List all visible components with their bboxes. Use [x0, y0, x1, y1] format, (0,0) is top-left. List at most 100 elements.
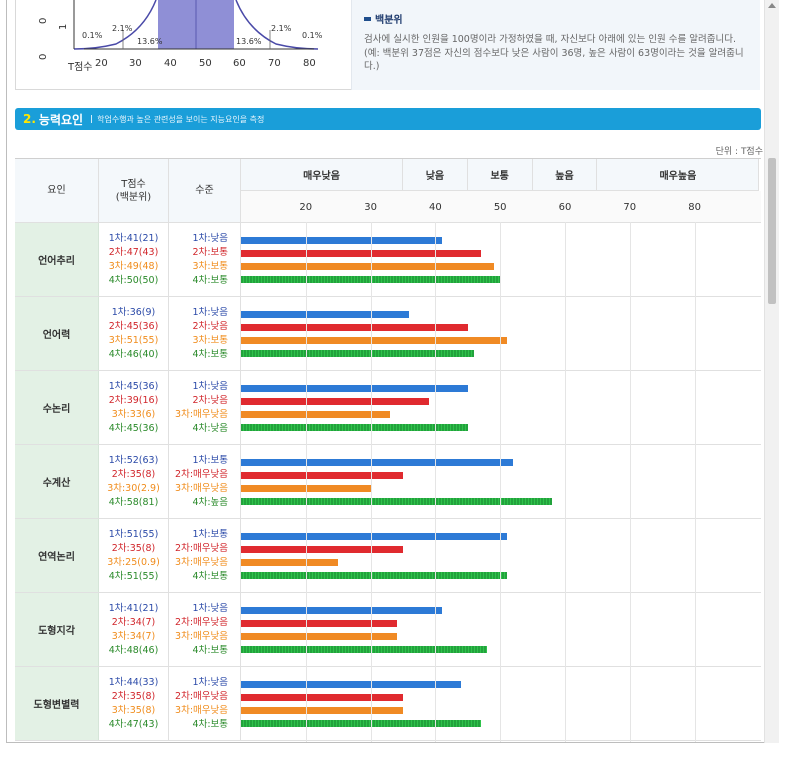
score-value: 2차:47(43) [108, 246, 159, 258]
bar-area [241, 371, 761, 444]
level-value: 3차:매우낮음 [175, 408, 228, 420]
content-frame: 0 0 0 1 0.1% 2.1% 13.6% 13.6% 2.1% 0.1% … [6, 0, 779, 743]
scroll-thumb[interactable] [768, 158, 776, 304]
level-value: 2차:매우낮음 [175, 616, 228, 628]
area-label: 13.6% [236, 37, 262, 46]
level-value: 1차:낮음 [192, 232, 228, 244]
level-value: 2차:매우낮음 [175, 468, 228, 480]
x-tick: 80 [303, 58, 316, 69]
score-value: 1차:51(55) [108, 528, 159, 540]
area-label: 2.1% [271, 24, 292, 33]
gridline [370, 222, 372, 742]
score-value: 4차:48(46) [108, 644, 159, 656]
bar-3차 [241, 707, 403, 714]
tick-label: 60 [558, 201, 572, 213]
y-tick: 0 [38, 17, 49, 24]
level-cell: 1차:낮음 2차:매우낮음 3차:매우낮음 4차:보통 [169, 667, 241, 740]
score-cell: 1차:41(21) 2차:47(43) 3차:49(48) 4차:50(50) [99, 223, 169, 296]
level-value: 1차:낮음 [192, 676, 228, 688]
table-row: 연역논리 1차:51(55) 2차:35(8) 3차:25(0.9) 4차:51(55)… [15, 519, 761, 593]
bar-3차 [241, 633, 397, 640]
bar-area [241, 593, 761, 666]
score-value: 2차:35(8) [111, 542, 156, 554]
y-tick: 0 [38, 53, 49, 60]
bar-1차 [241, 311, 410, 318]
gridline [629, 222, 631, 742]
level-value: 1차:보통 [192, 454, 228, 466]
level-value: 1차:낮음 [192, 380, 228, 392]
score-value: 1차:36(9) [111, 306, 156, 318]
level-value: 3차:매우낮음 [175, 556, 228, 568]
scroll-up-arrow-icon[interactable] [768, 3, 776, 8]
bar-4차 [241, 646, 488, 653]
tick-label: 50 [493, 201, 507, 213]
bar-1차 [241, 237, 442, 244]
level-cell: 1차:낮음 2차:매우낮음 3차:매우낮음 4차:보통 [169, 593, 241, 666]
bar-1차 [241, 533, 507, 540]
score-cell: 1차:45(36) 2차:39(16) 3차:33(6) 4차:45(36) [99, 371, 169, 444]
x-axis-label: T점수 [68, 62, 93, 73]
gridline [500, 222, 502, 742]
score-cell: 1차:44(33) 2차:35(8) 3차:35(8) 4차:47(43) [99, 667, 169, 740]
score-value: 3차:33(6) [111, 408, 156, 420]
bar-1차 [241, 459, 514, 466]
level-cell: 1차:보통 2차:매우낮음 3차:매우낮음 4차:보통 [169, 519, 241, 592]
level-value: 4차:보통 [192, 274, 228, 286]
level-value: 3차:보통 [192, 334, 228, 346]
section-number: 2. [23, 112, 36, 126]
gridline [565, 222, 566, 742]
bar-3차 [241, 411, 391, 418]
score-value: 3차:25(0.9) [107, 556, 160, 568]
bar-2차 [241, 620, 397, 627]
score-value: 3차:49(48) [108, 260, 159, 272]
area-label: 0.1% [82, 31, 103, 40]
score-cell: 1차:52(63) 2차:35(8) 3차:30(2.9) 4차:58(81) [99, 445, 169, 518]
level-header: 낮음 [403, 159, 468, 191]
tick-label: 70 [623, 201, 637, 213]
score-value: 3차:30(2.9) [107, 482, 160, 494]
level-header: 보통 [467, 159, 533, 191]
vertical-scrollbar[interactable] [764, 0, 779, 743]
section-subtitle: 학업수행과 높은 관련성을 보이는 지능요인을 측정 [91, 114, 264, 125]
level-cell: 1차:보통 2차:매우낮음 3차:매우낮음 4차:높음 [169, 445, 241, 518]
section-header: 2. 능력요인 학업수행과 높은 관련성을 보이는 지능요인을 측정 [15, 108, 761, 130]
level-value: 2차:보통 [192, 246, 228, 258]
normal-distribution-chart: 0 0 0 1 0.1% 2.1% 13.6% 13.6% 2.1% 0.1% … [16, 0, 351, 90]
score-value: 3차:51(55) [108, 334, 159, 346]
factor-name: 도형지각 [15, 593, 99, 666]
score-value: 1차:52(63) [108, 454, 159, 466]
level-value: 4차:보통 [192, 348, 228, 360]
score-value: 2차:34(7) [111, 616, 156, 628]
table-row: 도형변별력 1차:44(33) 2차:35(8) 3차:35(8) 4차:47(43) 1… [15, 667, 761, 741]
score-value: 4차:46(40) [108, 348, 159, 360]
bar-3차 [241, 337, 507, 344]
score-value: 4차:58(81) [108, 496, 159, 508]
score-value: 3차:34(7) [111, 630, 156, 642]
table-row: 언어추리 1차:41(21) 2차:47(43) 3차:49(48) 4차:50(50)… [15, 223, 761, 297]
tick-label: 80 [688, 201, 701, 213]
level-value: 2차:매우낮음 [175, 690, 228, 702]
tick-label: 40 [429, 201, 442, 213]
bullet-icon [364, 16, 371, 21]
table-row: 언어력 1차:36(9) 2차:45(36) 3차:51(55) 4차:46(40) 1차… [15, 297, 761, 371]
gridline [305, 222, 307, 742]
level-header: 매우높음 [597, 159, 760, 191]
bar-2차 [241, 324, 468, 331]
score-value: 4차:45(36) [108, 422, 159, 434]
x-tick: 40 [164, 58, 177, 69]
level-value: 1차:낮음 [192, 602, 228, 614]
bar-4차 [241, 720, 481, 727]
score-value: 4차:47(43) [108, 718, 159, 730]
bar-area [241, 667, 761, 740]
level-value: 2차:낮음 [192, 320, 228, 332]
score-value: 2차:35(8) [111, 690, 156, 702]
bar-3차 [241, 263, 494, 270]
bar-4차 [241, 424, 468, 431]
level-value: 4차:높음 [192, 496, 228, 508]
bar-2차 [241, 472, 403, 479]
score-cell: 1차:51(55) 2차:35(8) 3차:25(0.9) 4차:51(55) [99, 519, 169, 592]
x-tick: 20 [95, 58, 108, 69]
level-value: 3차:매우낮음 [175, 704, 228, 716]
score-cell: 1차:41(21) 2차:34(7) 3차:34(7) 4차:48(46) [99, 593, 169, 666]
percentile-title-text: 백분위 [375, 15, 403, 26]
